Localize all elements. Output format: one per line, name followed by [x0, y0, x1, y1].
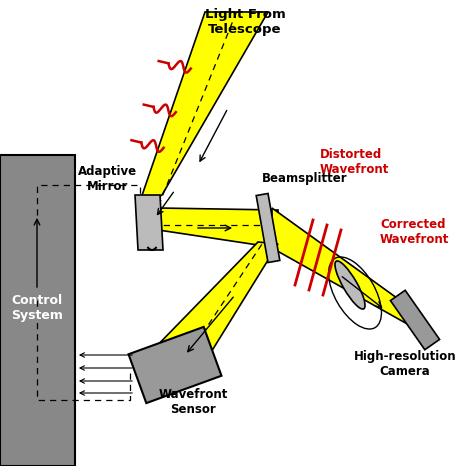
Text: Control
System: Control System	[11, 294, 63, 322]
Polygon shape	[128, 327, 221, 403]
Polygon shape	[137, 12, 268, 210]
Polygon shape	[256, 193, 280, 262]
Text: Light From
Telescope: Light From Telescope	[205, 8, 285, 36]
Text: Beamsplitter: Beamsplitter	[262, 172, 347, 185]
Text: High-resolution
Camera: High-resolution Camera	[354, 350, 456, 378]
Polygon shape	[148, 242, 278, 370]
Polygon shape	[272, 208, 418, 330]
Polygon shape	[391, 290, 439, 350]
Text: Adaptive
Mirror: Adaptive Mirror	[78, 165, 137, 193]
Polygon shape	[0, 155, 75, 466]
Text: Distorted
Wavefront: Distorted Wavefront	[320, 148, 389, 176]
Polygon shape	[145, 208, 278, 248]
Polygon shape	[135, 195, 163, 250]
Text: Wavefront
Sensor: Wavefront Sensor	[158, 388, 228, 416]
Ellipse shape	[335, 261, 365, 309]
Text: Corrected
Wavefront: Corrected Wavefront	[380, 218, 449, 246]
